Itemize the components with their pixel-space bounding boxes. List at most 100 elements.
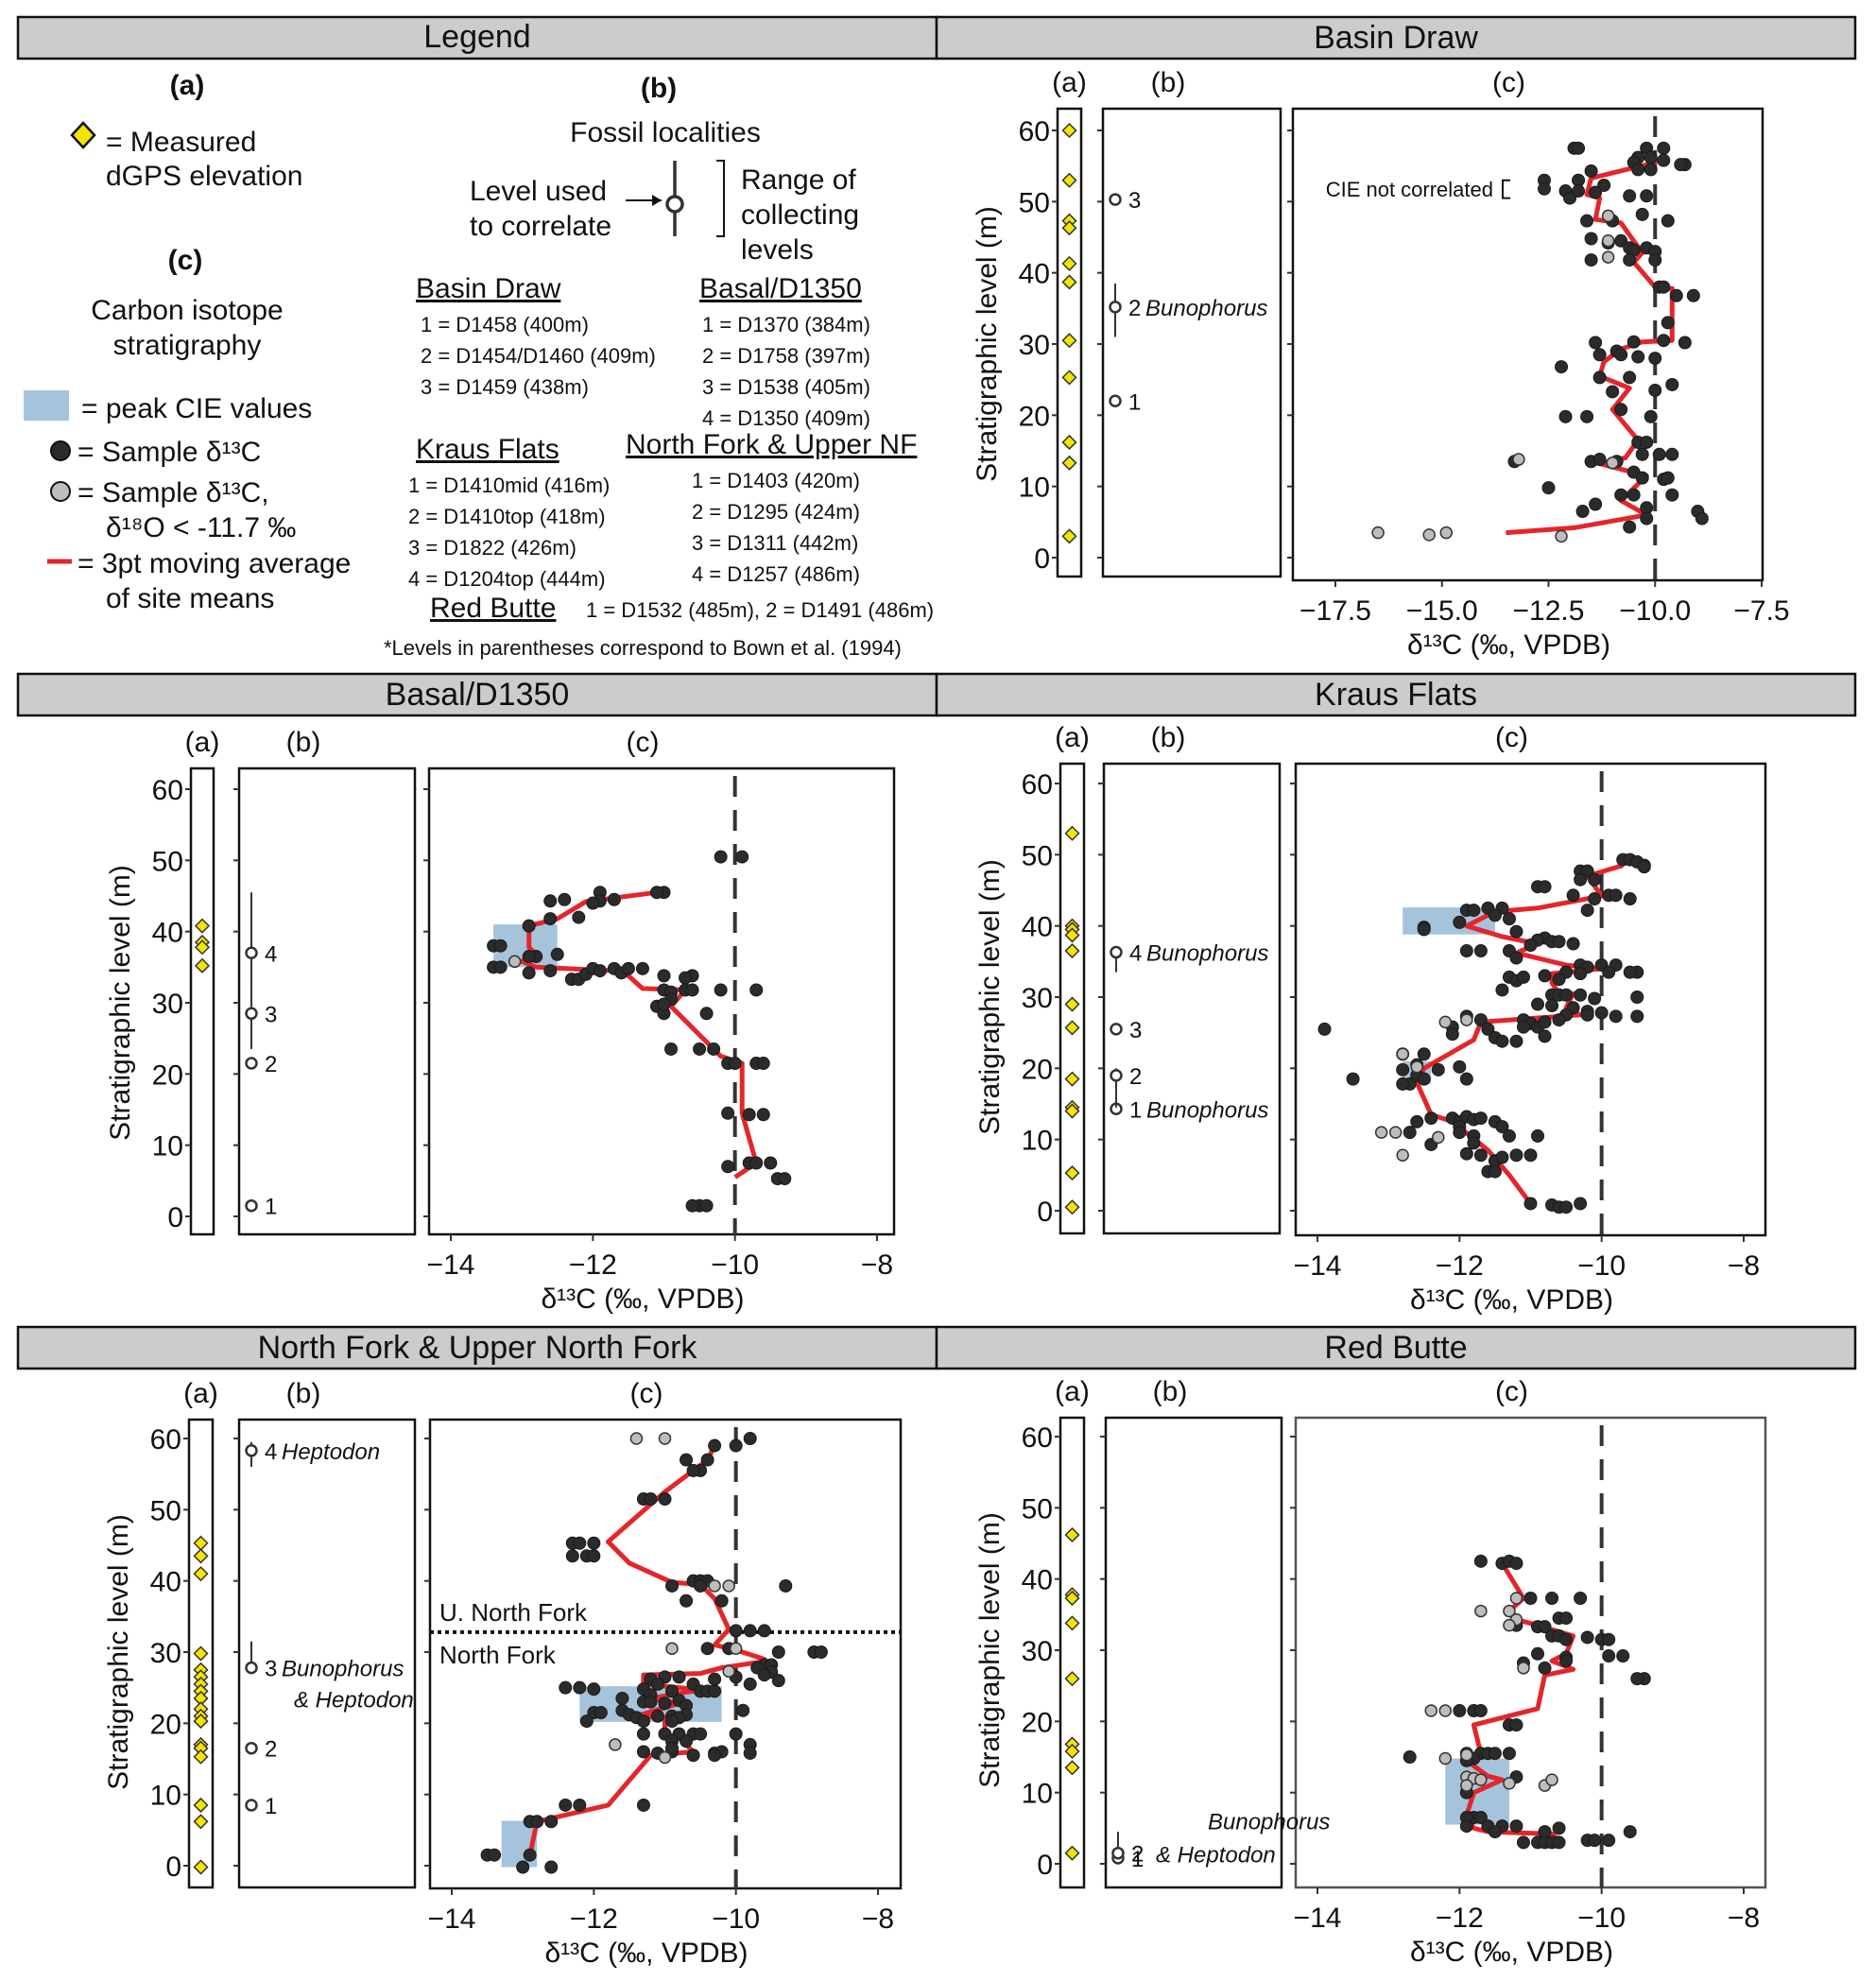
sample-point-low-d18o (1503, 1604, 1516, 1618)
sample-point (764, 1156, 778, 1170)
sample-point (1614, 348, 1628, 362)
cie-box-swatch-icon (24, 390, 69, 421)
fossil-taxon-label: & Heptodon (294, 1688, 414, 1714)
sample-point (1631, 350, 1645, 364)
sample-point (1473, 1704, 1488, 1718)
legend-a-label-2: dGPS elevation (106, 161, 302, 192)
sample-point (1523, 1592, 1538, 1606)
sample-point (771, 1674, 785, 1688)
annotation-text: North Fork (439, 1641, 557, 1669)
sample-point (1580, 214, 1594, 228)
fossil-locality-number: 3 (265, 1002, 277, 1027)
fossil-locality-marker (245, 1057, 258, 1070)
dgps-diamond (193, 1548, 209, 1564)
sample-point (1606, 385, 1620, 399)
x-tick-label: −15.0 (1406, 595, 1478, 627)
dgps-diamond (193, 1714, 209, 1730)
sample-point (1531, 997, 1545, 1011)
y-tick-label: 40 (150, 1567, 181, 1598)
dgps-diamond (194, 957, 211, 973)
legend-b-level-used-2: to correlate (470, 211, 611, 242)
dgps-diamond (1064, 1615, 1080, 1631)
sample-point (1580, 1008, 1594, 1022)
fossil-column-frame (1104, 1416, 1283, 1889)
dgps-column-frame (1058, 1416, 1086, 1889)
sample-point (1502, 1128, 1516, 1143)
dgps-diamond (1061, 370, 1077, 386)
sample-point-low-d18o (1512, 453, 1525, 466)
fossil-locality-number: 3 (1129, 1018, 1142, 1043)
sample-point (1589, 336, 1603, 350)
sample-point-low-d18o (1509, 1592, 1523, 1605)
legend-b-range-3: levels (741, 234, 814, 266)
sample-point-low-d18o (1601, 234, 1615, 248)
sample-point-low-d18o (1410, 1060, 1423, 1074)
sample-point (523, 1848, 537, 1862)
locality-group-title: North Fork & Upper NF (626, 429, 917, 460)
sample-point (680, 1593, 694, 1608)
legend-footnote: *Levels in parentheses correspond to Bow… (384, 636, 902, 660)
panel-label-a: (a) (185, 727, 220, 758)
x-axis-label: δ¹³C (‰, VPDB) (1410, 1937, 1613, 1968)
sample-point (1495, 983, 1509, 997)
sample-point (694, 1578, 708, 1593)
panel-label-b: (b) (286, 727, 321, 758)
fossil-locality-marker (1111, 1846, 1125, 1860)
sample-point (665, 1741, 680, 1755)
sample-point (680, 1453, 694, 1467)
isotope-plot-frame (1294, 762, 1767, 1237)
site-panel-north-fork-upper-north-fork: North Fork & Upper North Fork (a) (b) (c) 0 1… (16, 1325, 938, 1969)
locality-item: 2 = D1295 (424m) (692, 500, 860, 524)
sample-point (1572, 184, 1586, 198)
sample-point (636, 1798, 650, 1812)
panel-label-c: (c) (630, 1378, 663, 1409)
sample-point (1588, 1834, 1602, 1848)
sample-point (1637, 860, 1651, 874)
sample-point (1424, 1111, 1438, 1126)
isotope-plot-frame (1294, 1416, 1767, 1889)
fossil-taxon-label: Bunophorus (282, 1657, 404, 1682)
locality-groups: Basin Draw 1 = D1458 (400m) 2 = D1454/D146… (408, 273, 934, 624)
y-tick-label: 10 (1022, 1126, 1053, 1157)
sample-point (729, 1624, 743, 1638)
fossil-locality-number: 2 (265, 1052, 277, 1077)
sample-point (1545, 1592, 1559, 1606)
sample-point (1686, 288, 1700, 302)
sample-point-low-d18o (1438, 1704, 1453, 1717)
sample-point (1538, 1661, 1552, 1675)
dgps-diamond (1064, 1071, 1080, 1087)
sample-point (1453, 1059, 1467, 1074)
sample-point (721, 1106, 735, 1120)
sample-point (1417, 1047, 1431, 1061)
sample-point (1574, 872, 1588, 887)
sample-point (1592, 348, 1607, 362)
sample-point (1574, 988, 1588, 1002)
fossil-locality-marker (1110, 945, 1123, 959)
y-tick-label: 50 (1022, 1493, 1053, 1525)
locality-item: 4 = D1257 (486m) (692, 562, 860, 586)
fossil-locality-marker (245, 946, 258, 960)
y-axis-label: Stratigraphic level (m) (972, 206, 1003, 482)
legend-c-item-4b: of site means (106, 583, 274, 614)
fossil-locality-marker (245, 1444, 258, 1457)
sample-point (1459, 1819, 1473, 1834)
sample-point (1648, 253, 1662, 267)
sample-point (1635, 471, 1649, 485)
sample-point (1640, 511, 1654, 525)
locality-item: 3 = D1459 (438m) (421, 375, 589, 399)
dgps-diamond (1064, 1760, 1080, 1776)
locality-item: 4 = D1204top (444m) (408, 567, 606, 591)
fossil-taxon-label: Bunophorus (1146, 941, 1268, 967)
legend-c-item-2: = Sample δ¹³C (77, 437, 261, 468)
x-tick-label: −12.5 (1513, 595, 1585, 627)
dgps-diamond (1061, 434, 1077, 451)
x-tick-label: −12 (569, 1249, 617, 1281)
sample-point (1566, 888, 1580, 903)
y-tick-label: 40 (1022, 912, 1053, 943)
sample-point (1602, 1649, 1616, 1663)
sample-point (636, 1727, 650, 1741)
site-panel-basal-d1350: Basal/D1350 (a) (b) (c) 0 10 20 30 40 50 60 Stratig… (16, 672, 938, 1315)
sample-point (700, 1642, 714, 1656)
x-tick-label: −10 (712, 1903, 760, 1935)
